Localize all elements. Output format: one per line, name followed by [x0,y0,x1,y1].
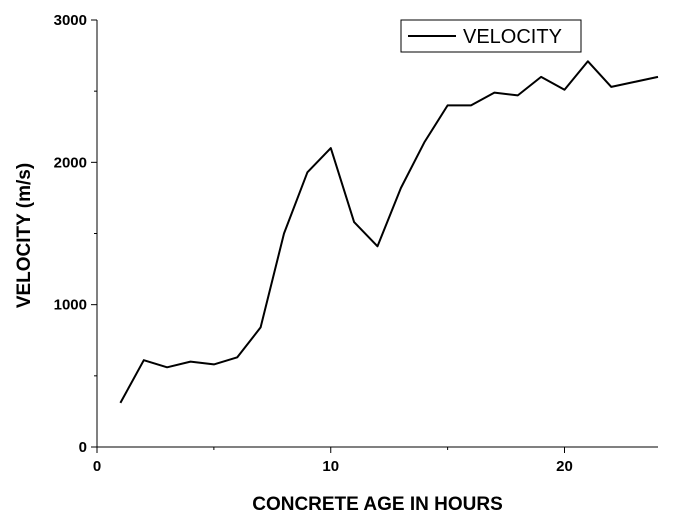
x-tick-label: 20 [556,458,573,475]
x-ticks: 0 10 20 [93,447,573,475]
y-tick-label: 2000 [54,154,87,171]
y-tick-label: 3000 [54,12,87,29]
series-layer [119,60,659,404]
x-tick-label: 0 [93,458,101,475]
y-axis-title: VELOCITY (m/s) [14,163,35,308]
axes [96,20,658,448]
legend-label: VELOCITY [463,26,562,48]
legend: VELOCITY [400,19,582,53]
y-tick-label: 1000 [54,297,87,314]
series-line-velocity [119,60,659,404]
y-tick-label: 0 [79,439,87,456]
x-axis-title: CONCRETE AGE IN HOURS [252,494,503,515]
y-ticks: 0 1000 2000 3000 [54,12,97,456]
x-tick-label: 10 [322,458,339,475]
